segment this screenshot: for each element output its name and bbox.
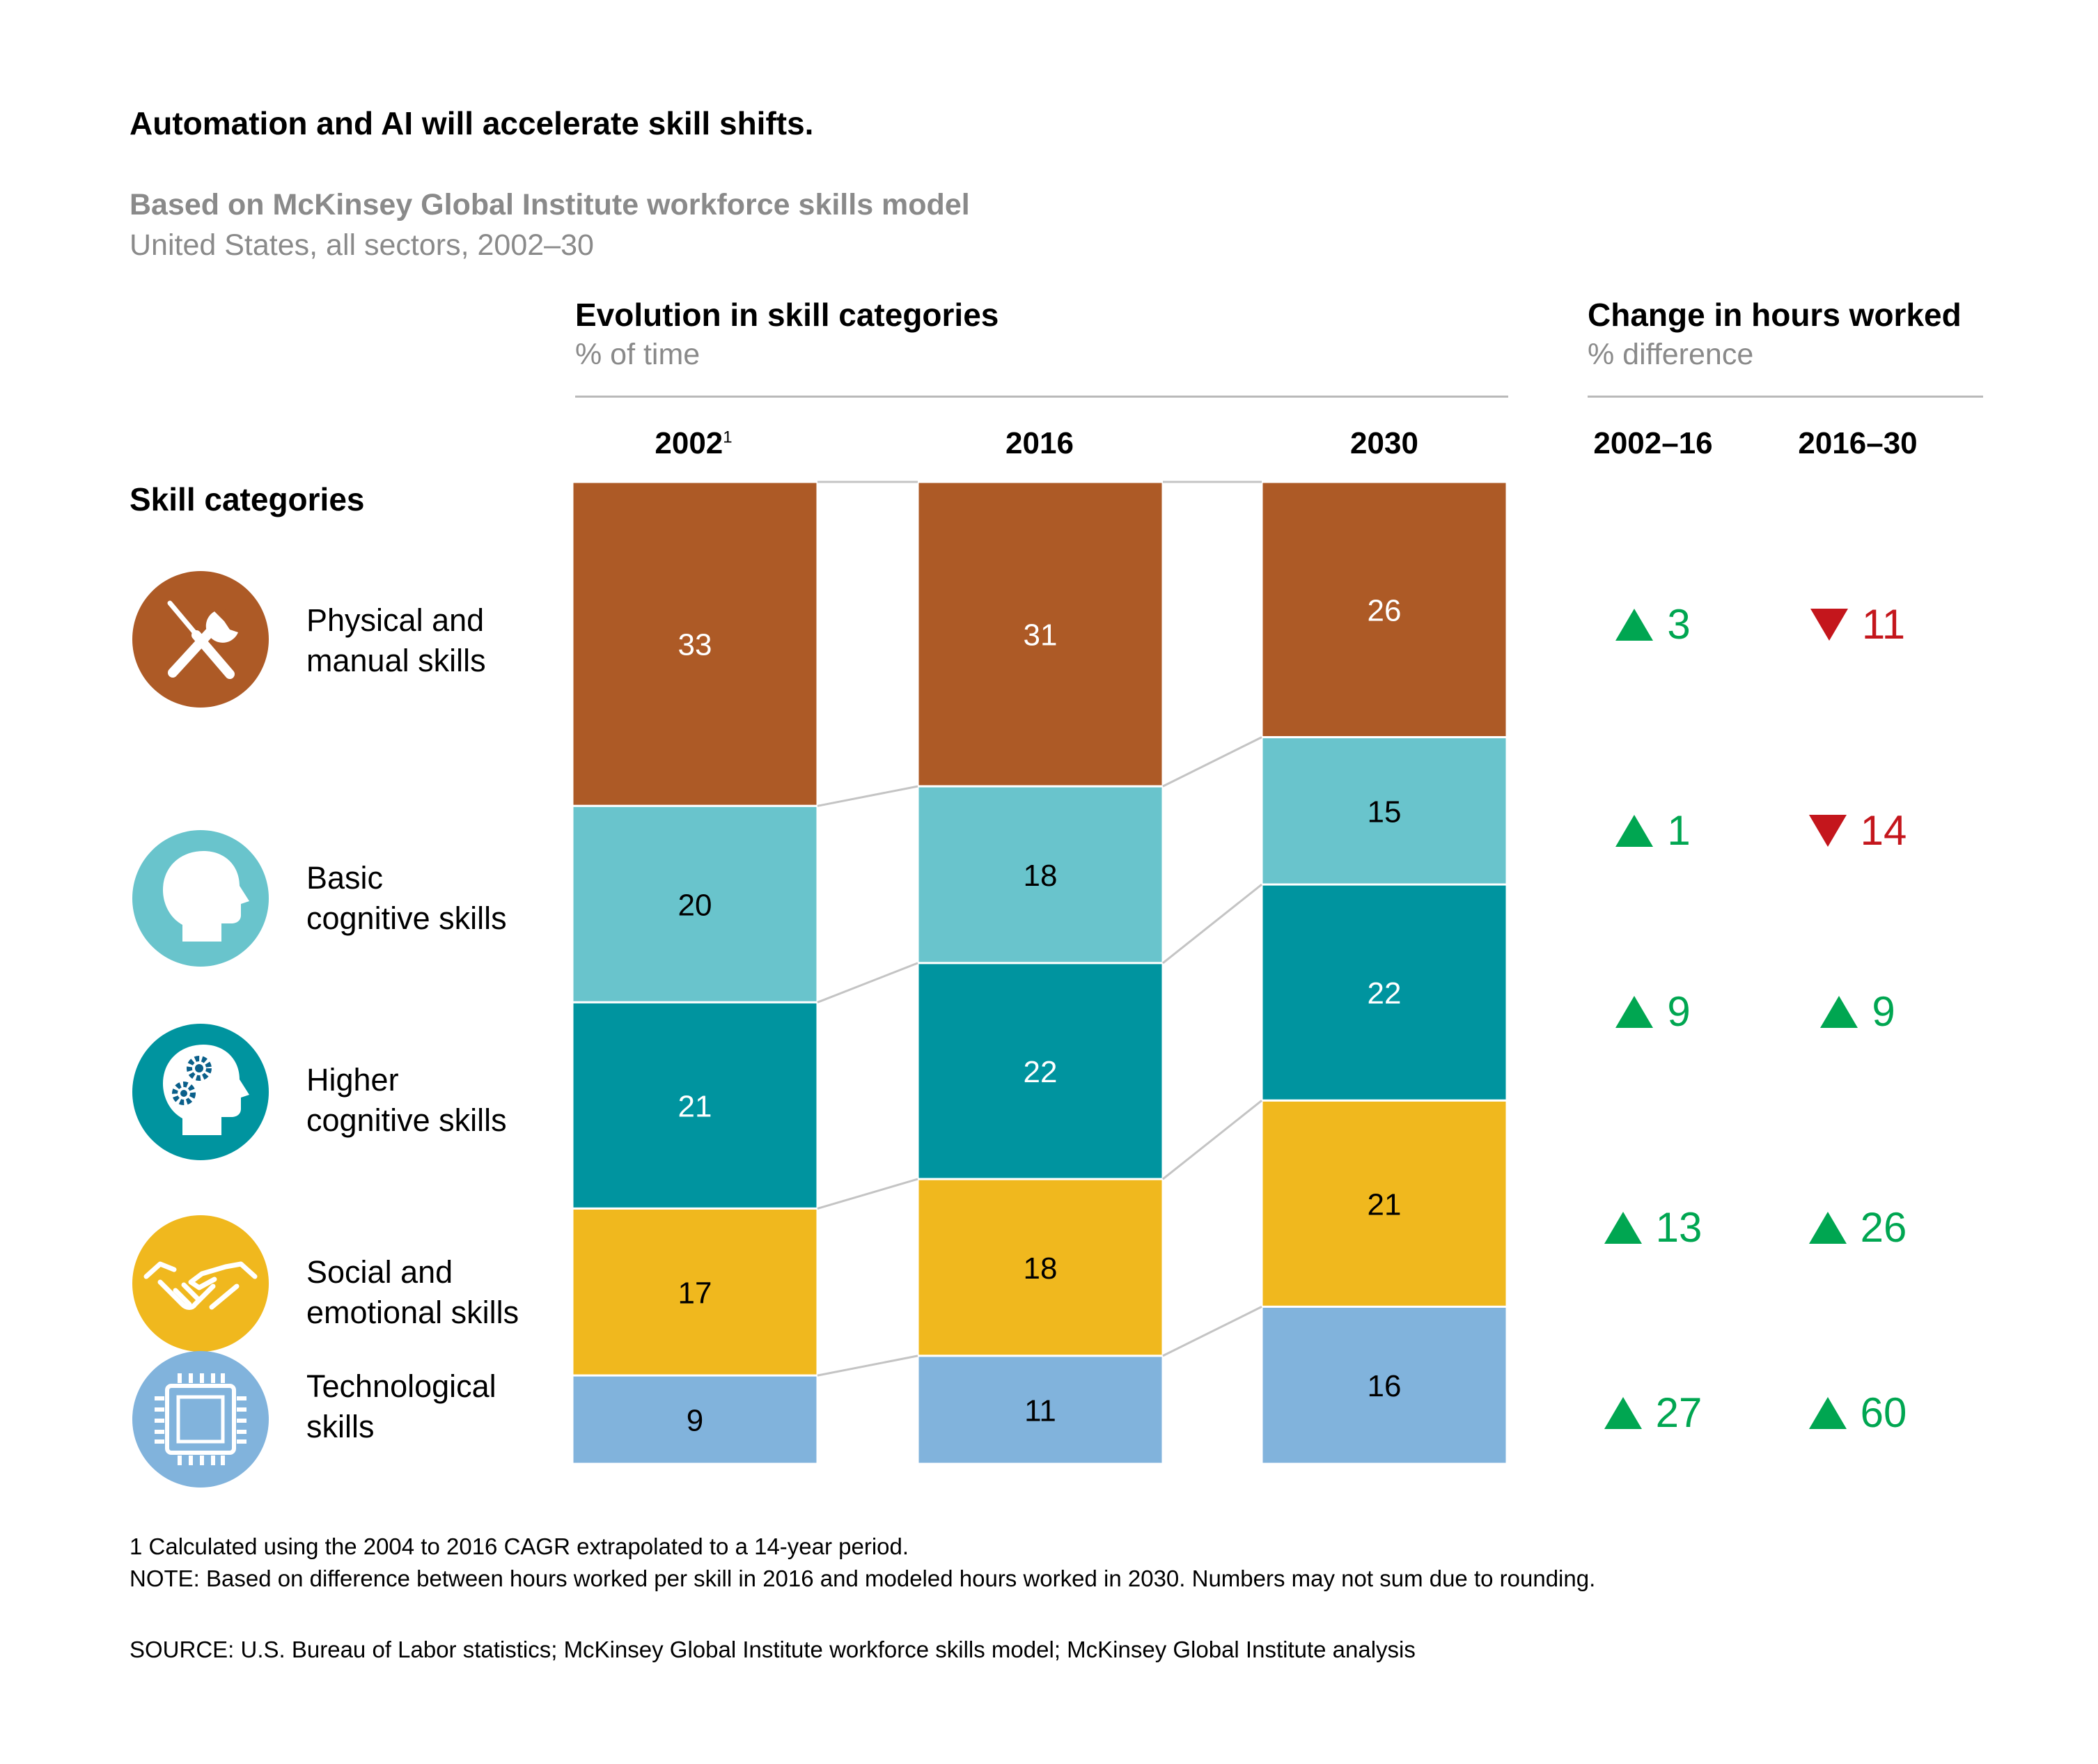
- connector-line: [1162, 1100, 1262, 1180]
- tools-icon: [132, 571, 269, 708]
- change-value: 3: [1667, 601, 1691, 648]
- up-triangle-icon: [1808, 1211, 1847, 1244]
- category-label-technological: Technological skills: [306, 1368, 496, 1444]
- bar-label-2030-2: 22: [1368, 976, 1402, 1010]
- connector-line: [817, 1178, 918, 1210]
- connector-line: [817, 1355, 918, 1377]
- up-triangle-icon: [1604, 1211, 1642, 1244]
- evolution-title: Evolution in skill categories: [575, 297, 999, 333]
- bar-label-2030-4: 16: [1368, 1369, 1402, 1403]
- bar-label-2002-1: 20: [678, 888, 712, 922]
- down-triangle-icon: [1810, 608, 1848, 641]
- change-value: 9: [1667, 988, 1691, 1035]
- bar-segment-2002-4: [571, 1374, 819, 1465]
- bar-label-2016-1: 18: [1024, 859, 1058, 893]
- bar-segment-2030-3: [1260, 1099, 1508, 1308]
- bar-segment-2030-2: [1260, 883, 1508, 1102]
- change-cell: 11: [1781, 600, 1934, 648]
- connector-line: [1162, 736, 1262, 788]
- connector-line: [1162, 1306, 1262, 1357]
- change-rule: [1588, 396, 1983, 398]
- bar-label-2002-2: 21: [678, 1089, 712, 1123]
- connector-line: [817, 785, 918, 807]
- footnote: 1 Calculated using the 2004 to 2016 CAGR…: [130, 1533, 909, 1559]
- change-value: 11: [1861, 601, 1906, 648]
- source: SOURCE: U.S. Bureau of Labor statistics;…: [130, 1637, 1416, 1662]
- bar-segment-2016-0: [916, 481, 1164, 788]
- bar-label-2016-3: 18: [1024, 1251, 1058, 1286]
- change-title: Change in hours worked: [1588, 297, 1962, 333]
- bar-segment-2002-1: [571, 804, 819, 1004]
- bar-label-2002-3: 17: [678, 1276, 712, 1310]
- change-cell: 60: [1781, 1389, 1934, 1437]
- change-cell: 1: [1576, 806, 1730, 854]
- bar-label-2030-3: 21: [1368, 1187, 1402, 1221]
- bar-label-2030-1: 15: [1368, 795, 1402, 829]
- head-gears-icon: [132, 1024, 269, 1160]
- skill-categories-heading: Skill categories: [130, 481, 365, 517]
- change-value: 13: [1655, 1204, 1702, 1251]
- change-cell: 9: [1781, 988, 1934, 1036]
- column-header-2002: 20021: [655, 426, 733, 460]
- change-value: 9: [1872, 988, 1895, 1035]
- change-unit: % difference: [1588, 338, 1754, 371]
- up-triangle-icon: [1808, 1396, 1847, 1429]
- note: NOTE: Based on difference between hours …: [130, 1566, 1596, 1591]
- bar-segment-2016-1: [916, 785, 1164, 965]
- change-value: 26: [1860, 1204, 1907, 1251]
- connector-line: [817, 962, 918, 1004]
- change-cell: 14: [1781, 806, 1934, 854]
- bar-segment-2030-4: [1260, 1305, 1508, 1465]
- bar-label-2016-2: 22: [1024, 1055, 1058, 1089]
- head-icon: [132, 830, 269, 967]
- bar-segment-2030-0: [1260, 481, 1508, 739]
- category-label-higher-cognitive: Higher cognitive skills: [306, 1062, 507, 1138]
- evolution-unit: % of time: [575, 338, 700, 371]
- bar-label-2016-0: 31: [1024, 618, 1058, 653]
- change-cell: 26: [1781, 1203, 1934, 1251]
- chart-subtitle: Based on McKinsey Global Institute workf…: [130, 188, 970, 221]
- column-header-2016-30: 2016–30: [1798, 426, 1918, 460]
- down-triangle-icon: [1808, 814, 1847, 847]
- column-header-2030: 2030: [1350, 426, 1418, 460]
- bar-segment-2016-3: [916, 1178, 1164, 1357]
- bar-label-2002-0: 33: [678, 628, 712, 662]
- column-header-2002-16: 2002–16: [1593, 426, 1713, 460]
- category-label-physical: Physical and manual skills: [306, 602, 486, 678]
- bar-label-2002-4: 9: [687, 1404, 703, 1438]
- up-triangle-icon: [1615, 995, 1654, 1028]
- chart-scope: United States, all sectors, 2002–30: [130, 228, 594, 262]
- change-cell: 9: [1576, 988, 1730, 1036]
- chip-icon: [132, 1351, 269, 1488]
- change-value: 1: [1667, 807, 1691, 854]
- bar-segment-2016-4: [916, 1355, 1164, 1465]
- up-triangle-icon: [1604, 1396, 1642, 1429]
- evolution-rule: [575, 396, 1508, 398]
- category-label-basic-cognitive: Basic cognitive skills: [306, 860, 507, 936]
- bar-label-2016-4: 11: [1024, 1394, 1056, 1428]
- change-value: 27: [1655, 1389, 1702, 1436]
- column-header-2016: 2016: [1005, 426, 1074, 460]
- bar-segment-2002-2: [571, 1001, 819, 1210]
- change-cell: 27: [1576, 1389, 1730, 1437]
- change-cell: 13: [1576, 1203, 1730, 1251]
- bar-label-2030-0: 26: [1368, 593, 1402, 627]
- connector-line: [1162, 883, 1262, 965]
- change-value: 60: [1860, 1389, 1907, 1436]
- handshake-icon: [132, 1215, 269, 1352]
- change-cell: 3: [1576, 600, 1730, 648]
- up-triangle-icon: [1615, 814, 1654, 847]
- category-label-social-emotional: Social and emotional skills: [306, 1254, 519, 1330]
- change-value: 14: [1860, 807, 1907, 854]
- bar-segment-2002-0: [571, 481, 819, 807]
- up-triangle-icon: [1820, 995, 1858, 1028]
- up-triangle-icon: [1615, 608, 1654, 641]
- chart-title: Automation and AI will accelerate skill …: [130, 105, 814, 141]
